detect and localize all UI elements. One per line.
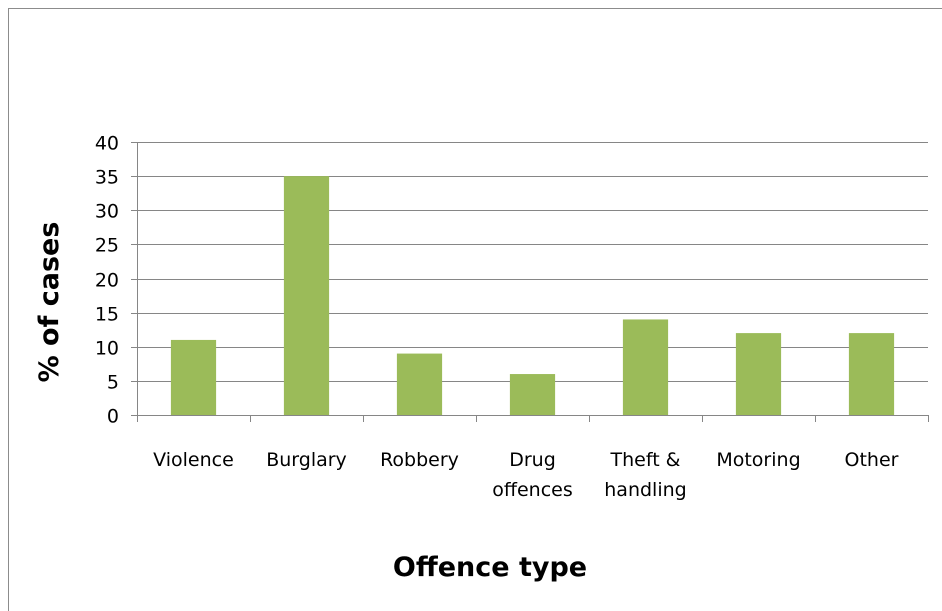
x-category-label-line: Other (845, 449, 899, 471)
x-axis-title: Offence type (393, 552, 587, 583)
y-tick-label: 40 (95, 133, 119, 155)
x-category-label: Motoring (716, 449, 800, 471)
y-tick-label: 35 (95, 167, 119, 189)
bar-5 (735, 333, 782, 415)
x-category-label-line: offences (492, 479, 572, 501)
y-tick-label: 10 (95, 338, 119, 360)
y-tick-label: 0 (107, 406, 119, 428)
bar-4 (622, 319, 669, 415)
y-axis-title: % of cases (34, 222, 65, 383)
bar-6 (848, 333, 895, 415)
y-tick-label: 25 (95, 235, 119, 257)
x-category-label: Other (845, 449, 899, 471)
y-tick-label: 15 (95, 304, 119, 326)
x-category-label-line: handling (604, 479, 686, 501)
y-tick-label: 5 (107, 372, 119, 394)
x-category-label-line: Robbery (380, 449, 459, 471)
bars (170, 176, 895, 415)
bar-2 (396, 353, 443, 415)
x-category-label-line: Violence (153, 449, 234, 471)
x-category-labels: Violence Burglary Robbery Drug offences Theft… (153, 449, 898, 501)
y-tick-label: 30 (95, 201, 119, 223)
bar-0 (170, 339, 217, 415)
x-category-label: Robbery (380, 449, 459, 471)
x-category-label-line: Drug (509, 449, 556, 471)
y-tick-labels: 0 5 10 15 20 25 30 35 40 (95, 133, 119, 428)
axes (131, 142, 929, 422)
y-tick-label: 20 (95, 270, 119, 292)
bar-1 (283, 176, 330, 415)
x-category-label: Theft & handling (604, 449, 686, 501)
x-category-label-line: Burglary (266, 449, 347, 471)
x-category-label: Drug offences (492, 449, 572, 501)
bar-3 (509, 374, 556, 415)
x-category-label-line: Motoring (716, 449, 800, 471)
x-category-label: Burglary (266, 449, 347, 471)
x-category-label-line: Theft & (610, 449, 681, 471)
chart-frame (8, 8, 942, 611)
gridlines (137, 142, 928, 382)
x-category-label: Violence (153, 449, 234, 471)
